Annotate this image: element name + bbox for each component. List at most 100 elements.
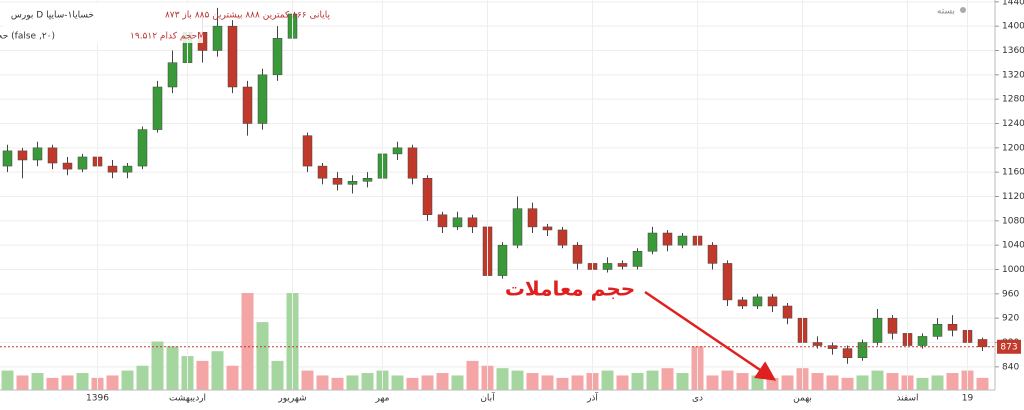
volume-bar <box>571 375 584 390</box>
x-tick-label: اسفند <box>896 394 918 404</box>
volume-bar <box>271 360 284 390</box>
y-tick-label: 1320 <box>1002 70 1024 80</box>
status-dot <box>960 7 966 13</box>
volume-bar <box>706 375 719 390</box>
volume-bar <box>316 375 329 390</box>
y-tick-label: 1040 <box>1002 241 1024 251</box>
volume-bar <box>76 373 89 390</box>
candle-body <box>572 244 583 264</box>
candle-body <box>977 339 988 348</box>
candle-body <box>497 244 508 276</box>
symbol: بورس D خسایا۱-سایپا <box>11 11 94 21</box>
volume-bar <box>106 375 119 390</box>
volume-bar <box>526 373 539 390</box>
candle-body <box>242 86 253 124</box>
volume-bar <box>391 375 404 390</box>
candle-body <box>467 217 478 228</box>
volume-bar <box>751 375 764 390</box>
volume-bar <box>496 368 509 390</box>
annotation: حجم معاملات <box>505 277 635 301</box>
candle-body <box>452 217 463 228</box>
y-tick-label: 1440 <box>1002 0 1024 7</box>
y-tick-label: 1080 <box>1002 216 1024 226</box>
volume-bar <box>766 377 779 390</box>
x-tick-label: مهر <box>375 394 390 404</box>
volume-bar <box>646 370 659 390</box>
candle-body <box>362 177 373 182</box>
candle-body <box>257 74 268 124</box>
volume-bar <box>871 370 884 390</box>
candle-body <box>317 165 328 179</box>
volume-bar <box>826 375 839 390</box>
volume-bar <box>61 375 74 390</box>
candle-body <box>632 251 643 267</box>
volume-bar <box>661 368 674 390</box>
candle-body <box>647 232 658 252</box>
x-tick-label: آبان <box>480 392 495 404</box>
candle-body <box>947 324 958 331</box>
volume-bar <box>886 373 899 390</box>
candle-body <box>842 348 853 358</box>
ohlc: ۸۷۳ پایانی ۸۶۶ کمترین ۸۸۸ بیشترین ۸۸۵ با… <box>165 11 331 21</box>
candle-body <box>872 317 883 343</box>
volume-bar <box>151 341 164 390</box>
volume-bar <box>916 377 929 390</box>
volume-bar <box>631 373 644 390</box>
volume-bar <box>466 360 479 390</box>
candle-body <box>512 208 523 246</box>
candle-body <box>557 229 568 246</box>
candle-body <box>767 296 778 307</box>
y-tick-label: 960 <box>1002 289 1019 299</box>
volume-bar <box>781 375 794 390</box>
candle-body <box>137 129 148 167</box>
candle-body <box>62 162 73 170</box>
y-tick-label: 1400 <box>1002 22 1024 32</box>
candle-body <box>887 317 898 334</box>
x-tick-label: دی <box>692 394 703 404</box>
volume-bar <box>46 377 59 390</box>
x-tick-label: 19 <box>962 394 974 404</box>
candle-body <box>212 25 223 51</box>
candle-body <box>917 336 928 346</box>
candle-body <box>662 232 673 246</box>
x-tick-label: اردیبهشت <box>169 394 206 404</box>
candle-body <box>47 147 58 164</box>
candle-body <box>2 150 13 167</box>
candle-body <box>227 25 238 88</box>
candle-body <box>272 38 283 76</box>
volume-bar <box>346 375 359 390</box>
candle-body <box>932 324 943 337</box>
volume-bar <box>676 373 689 390</box>
candle-body <box>542 226 553 231</box>
volume-bar <box>841 377 854 390</box>
candle-body <box>752 296 763 307</box>
candle-body <box>77 156 88 170</box>
candle-body <box>437 214 448 228</box>
candle-body <box>527 208 538 228</box>
last-price-box <box>997 339 1021 354</box>
x-tick-label: بهمن <box>793 394 812 404</box>
volume-bar <box>616 375 629 390</box>
volume-bar <box>196 360 209 390</box>
y-tick-label: 1160 <box>1002 168 1024 178</box>
candle-body <box>812 342 823 346</box>
volume-bar <box>1 370 14 390</box>
volume-bar <box>511 370 524 390</box>
y-tick-label: 920 <box>1002 314 1019 324</box>
volume-bar <box>16 375 29 390</box>
candle-body <box>407 147 418 179</box>
volume-bar <box>931 375 944 390</box>
volume-bar <box>736 373 749 390</box>
candle-body <box>167 62 178 88</box>
volume-label: حجم (false ,۲۰) <box>0 32 55 42</box>
candle-body <box>602 263 613 270</box>
volume-value: حجم کدام ۱۹.۵۱۲M <box>130 32 205 42</box>
volume-bar <box>946 373 959 390</box>
candle-body <box>122 165 133 173</box>
volume-bar <box>136 365 149 390</box>
candle-body <box>737 299 748 307</box>
candle-body <box>722 263 733 301</box>
candle-body <box>782 305 793 319</box>
candle-body <box>677 235 688 246</box>
